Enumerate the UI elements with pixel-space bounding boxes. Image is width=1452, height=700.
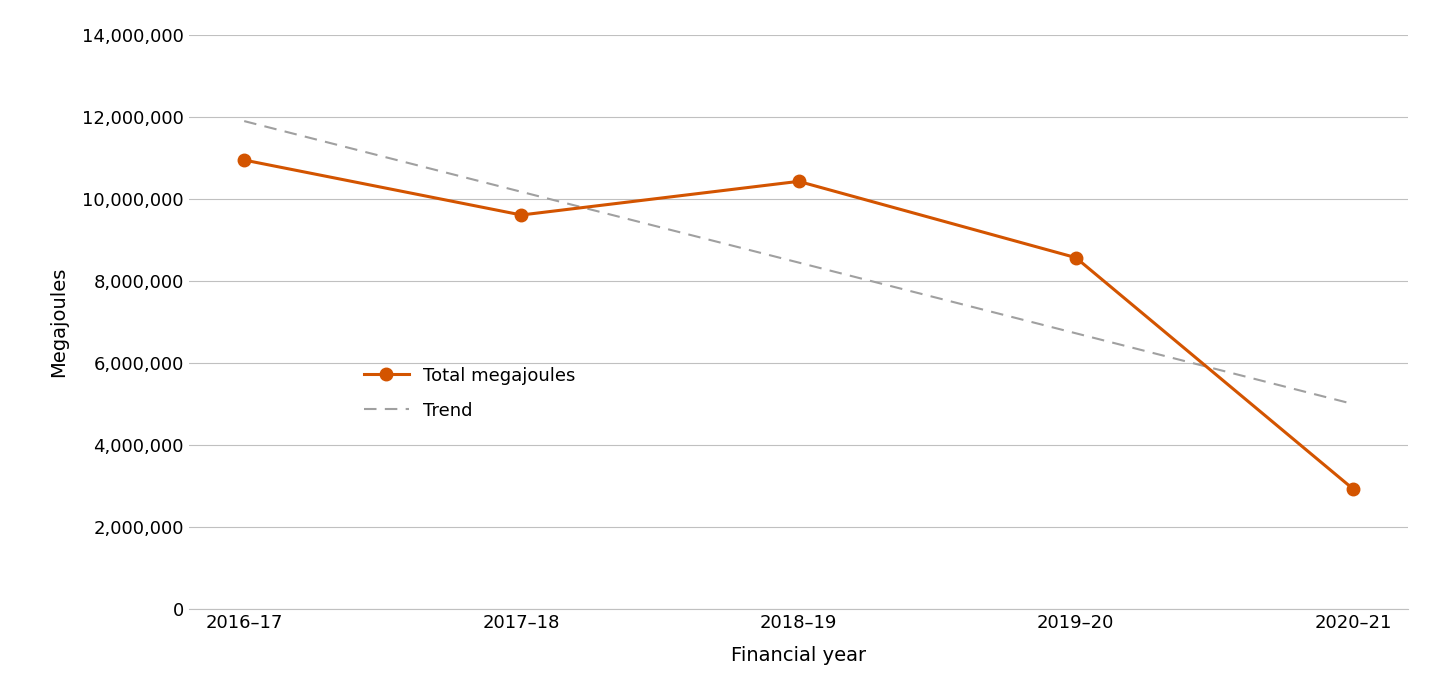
Legend: Total megajoules, Trend: Total megajoules, Trend bbox=[356, 360, 582, 427]
X-axis label: Financial year: Financial year bbox=[730, 645, 867, 665]
Y-axis label: Megajoules: Megajoules bbox=[49, 267, 68, 377]
